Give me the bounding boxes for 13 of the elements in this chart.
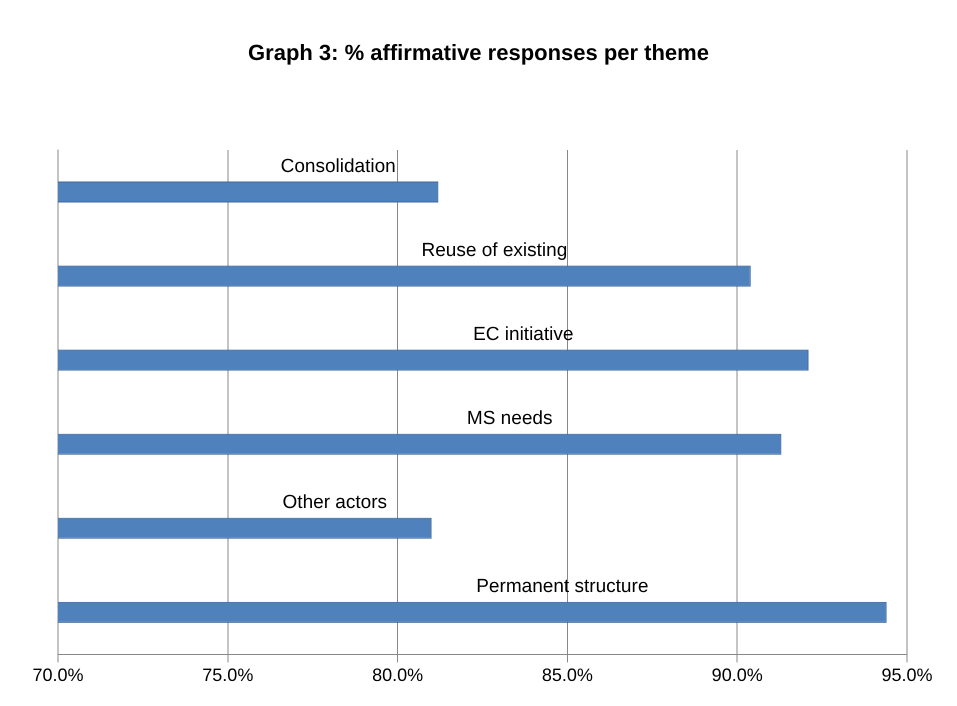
y-tick-label: MS needs bbox=[466, 408, 552, 429]
x-tick-label: 90.0% bbox=[712, 665, 763, 686]
x-tick-label: 85.0% bbox=[542, 665, 593, 686]
x-tick-label: 75.0% bbox=[202, 665, 254, 686]
y-tick-label: Permanent structure bbox=[476, 576, 648, 598]
x-tick-label: 95.0% bbox=[881, 665, 933, 686]
y-tick-label: Consolidation bbox=[280, 156, 396, 177]
y-tick-label: Other actors bbox=[282, 492, 388, 514]
x-tick-label: 70.0% bbox=[32, 665, 84, 686]
chart-title: Graph 3: % affirmative responses per theme bbox=[247, 40, 710, 66]
y-tick-label: Reuse of existing bbox=[422, 240, 568, 261]
x-tick-label: 80.0% bbox=[372, 665, 424, 686]
y-tick-label: EC initiative bbox=[473, 324, 574, 345]
